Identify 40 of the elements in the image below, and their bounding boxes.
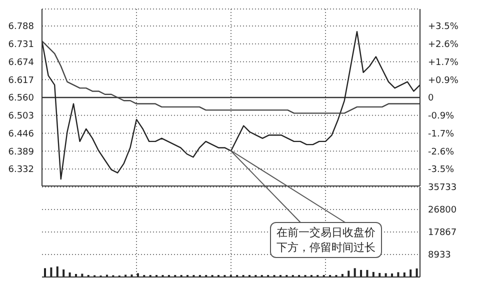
bar	[348, 270, 350, 277]
bar	[366, 270, 368, 277]
y-tick-label: 26800	[428, 206, 457, 216]
bar	[81, 274, 84, 277]
y-tick-label: 6.560	[8, 94, 34, 104]
y2-tick-label: -2.6%	[428, 147, 455, 158]
bar	[360, 270, 362, 277]
line-series	[41, 30, 421, 180]
y2-tick-label: +2.6%	[428, 40, 459, 50]
y2-tick-label: -3.5%	[428, 165, 455, 176]
y-tick-label: 6.446	[8, 129, 34, 140]
bar	[397, 272, 400, 277]
y-tick-label: 6.617	[8, 76, 34, 86]
y-tick-label: 35733	[428, 183, 457, 194]
y2-tick-label: -0.9%	[428, 112, 455, 122]
bar	[354, 268, 356, 277]
y2-tick-label: +3.5%	[428, 22, 459, 32]
bar	[384, 273, 387, 277]
bar	[56, 266, 58, 277]
y-tick-label: 6.389	[8, 147, 34, 158]
y2-tick-label: +0.9%	[428, 76, 459, 86]
y-tick-label: 6.788	[8, 22, 34, 32]
y-tick-label: 6.731	[8, 40, 34, 50]
y-tick-label: 6.503	[8, 112, 34, 122]
y-tick-label: 6.332	[8, 165, 34, 176]
line-series	[41, 40, 421, 114]
bar	[62, 269, 65, 277]
bar	[50, 267, 52, 277]
annotation: 在前一交易日收盘价下方，停留时间过长	[270, 222, 382, 258]
y2-tick-label: -1.7%	[428, 129, 455, 140]
y-tick-label: 6.674	[8, 58, 34, 68]
bar	[372, 272, 374, 277]
bar	[410, 269, 412, 277]
bar	[44, 268, 46, 277]
y2-tick-label: +1.7%	[428, 58, 459, 68]
y-tick-label: 17867	[428, 228, 457, 238]
y2-tick-label: 0	[428, 94, 434, 104]
bar	[416, 268, 418, 277]
y-tick-label: 8933	[428, 250, 451, 261]
bar	[136, 273, 139, 277]
